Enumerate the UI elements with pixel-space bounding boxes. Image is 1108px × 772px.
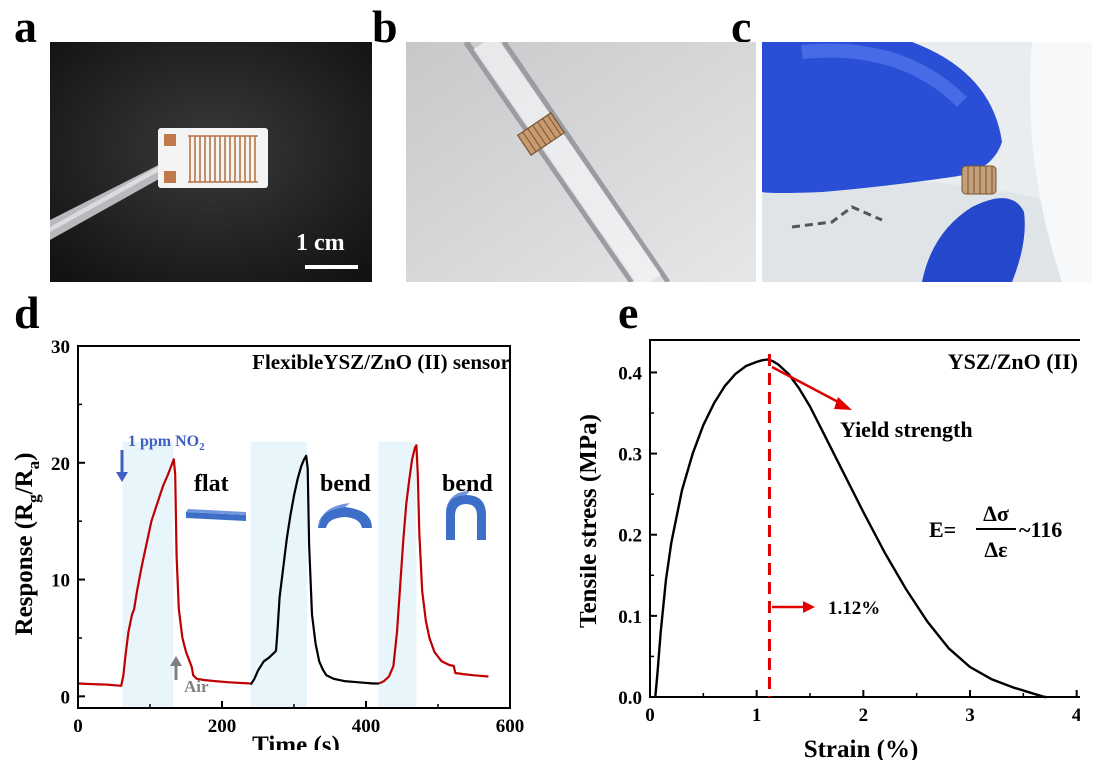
y-tick-label: 0 [61, 687, 71, 708]
scale-bar-label: 1 cm [296, 230, 345, 256]
y-tick-label: 10 [51, 571, 70, 592]
x-tick-label: 4 [1072, 705, 1080, 726]
modulus-equation: E= Δσ Δε ~116 [929, 501, 1062, 562]
chart-e: 0 1 2 3 4 0.0 0.1 0.2 0.3 0.4 YSZ/ZnO (II) Yield … [580, 339, 1080, 760]
response-curve-bend-2 [378, 444, 489, 685]
photo-sensor-tweezers: 1 cm [50, 42, 372, 282]
stress-strain-curve [654, 358, 1047, 699]
gas-exposure-region [378, 441, 417, 708]
state-label-flat: flat [194, 471, 229, 497]
gas-exposure-region [250, 441, 307, 708]
photo-sensor-on-rod [406, 42, 756, 282]
x-tick-label: 1 [752, 705, 762, 726]
air-arrow-icon [170, 656, 182, 680]
y-tick-label: 0.2 [618, 526, 642, 547]
air-label: Air [184, 677, 209, 696]
svg-text:E=: E= [929, 517, 956, 542]
gas-exposure-region [122, 441, 174, 708]
state-label-bend-1: bend [320, 471, 371, 497]
x-tick-label: 0 [73, 716, 83, 737]
strain-arrow-icon [772, 601, 815, 613]
x-tick-label: 2 [859, 705, 869, 726]
panel-label-d: d [14, 287, 40, 338]
chart-e-ylabel: Tensile stress (MPa) [580, 414, 602, 628]
bend-sensor-icon [318, 503, 372, 528]
chart-d-xlabel: Time (s) [252, 732, 340, 750]
svg-text:Δε: Δε [984, 537, 1007, 562]
panel-label-c: c [731, 1, 752, 52]
response-curve-flat [77, 458, 251, 687]
strain-value-label: 1.12% [828, 598, 880, 619]
y-tick-label: 30 [51, 337, 70, 358]
x-tick-label: 600 [496, 716, 525, 737]
chart-e-frame [649, 339, 1080, 698]
y-tick-label: 20 [51, 454, 70, 475]
chart-d-ylabel: Response (Rg/Ra) [11, 453, 43, 636]
chart-e-title: YSZ/ZnO (II) [948, 349, 1078, 374]
x-tick-label: 3 [965, 705, 975, 726]
no2-label: 1 ppm NO2 [128, 433, 205, 453]
u-bend-sensor-icon [446, 491, 486, 540]
y-tick-label: 0.4 [618, 363, 642, 384]
no2-arrow-icon [116, 450, 128, 482]
svg-text:~116: ~116 [1019, 517, 1062, 542]
flat-sensor-icon [186, 509, 246, 521]
y-tick-label: 0.3 [618, 445, 642, 466]
chart-d: 0 200 400 600 0 10 20 30 FlexibleYSZ/ZnO (II) s… [11, 337, 525, 750]
x-tick-label: 400 [352, 716, 381, 737]
response-curve-bend-1 [249, 454, 379, 686]
y-tick-label: 0.0 [618, 688, 642, 709]
x-tick-label: 200 [208, 716, 237, 737]
chart-e-xlabel: Strain (%) [804, 736, 919, 760]
svg-text:Δσ: Δσ [983, 501, 1009, 526]
panel-label-b: b [372, 1, 398, 52]
y-tick-label: 0.1 [618, 607, 642, 628]
chart-d-title: FlexibleYSZ/ZnO (II) sensor [252, 350, 510, 374]
photo-sensor-on-mask [762, 42, 1092, 282]
x-tick-label: 0 [645, 705, 655, 726]
state-label-bend-2: bend [442, 471, 493, 497]
yield-strength-label: Yield strength [840, 417, 973, 442]
panel-label-a: a [14, 1, 37, 52]
yield-arrow-icon [771, 365, 852, 410]
panel-label-e: e [618, 287, 639, 338]
